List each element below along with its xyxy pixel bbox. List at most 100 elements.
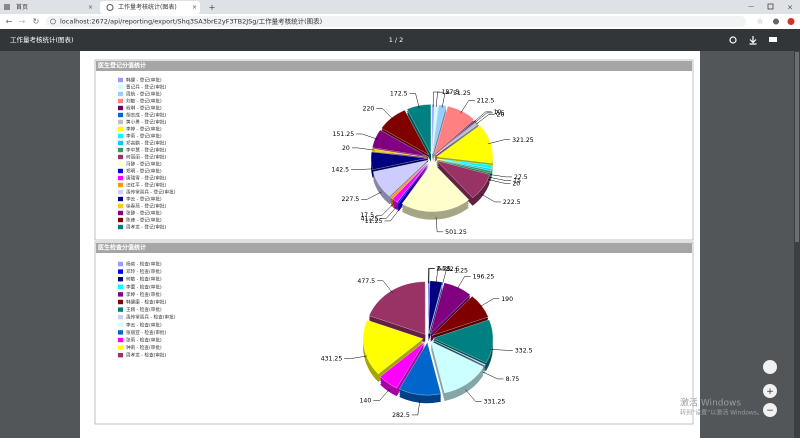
pie-slice	[397, 161, 430, 204]
bookmark-star[interactable]: ☆	[757, 18, 763, 26]
value-label: 20	[512, 180, 520, 187]
legend-swatch	[118, 182, 123, 188]
legend-swatch	[118, 161, 123, 167]
legend-swatch	[118, 217, 123, 223]
leader-line	[488, 176, 512, 181]
page-indicator: 1 / 2	[389, 36, 404, 44]
legend-label: 刘敏 - 登记(审批)	[126, 98, 162, 105]
leader-line	[377, 280, 393, 294]
leader-line	[376, 108, 394, 120]
legend-label: 徐春燕 - 登记(审批)	[126, 203, 167, 210]
legend-label: 陈峰 - 登记(审批)	[126, 217, 162, 224]
leader-line	[480, 193, 501, 203]
value-label: 142.5	[331, 167, 349, 174]
new-tab[interactable]: +	[209, 3, 216, 12]
legend-label: 周孝龙 - 检查(审批)	[126, 352, 167, 359]
leader-line	[409, 93, 420, 109]
reload-button[interactable]: ↻	[33, 17, 40, 26]
value-label: 332.5	[515, 347, 533, 354]
pie-slice	[370, 151, 428, 170]
legend-label: 邓玲 - 检查(审批)	[126, 268, 162, 275]
legend-swatch	[118, 292, 123, 297]
leader-line	[473, 111, 492, 123]
legend-swatch	[118, 84, 123, 90]
tab[interactable]	[0, 1, 96, 14]
legend-swatch	[118, 307, 123, 312]
value-label: 20	[342, 145, 350, 152]
leader-line	[428, 268, 436, 284]
legend-swatch	[118, 119, 123, 125]
legend-label: 李云 - 登记(审批)	[126, 196, 162, 203]
maximize[interactable]	[767, 3, 774, 10]
tab-close[interactable]: ×	[88, 4, 93, 11]
legend-swatch	[118, 196, 123, 202]
legend-label: 汪红平 - 登记(审批)	[126, 182, 167, 189]
legend-label: 杨奕 - 检查(审批)	[126, 261, 162, 268]
fit-button[interactable]	[763, 360, 777, 374]
back-button[interactable]: ←	[6, 17, 13, 26]
scrollbar-thumb[interactable]	[795, 52, 799, 242]
leader-line	[436, 91, 444, 107]
close-window[interactable]: ×	[787, 4, 793, 12]
legend-swatch	[118, 147, 123, 153]
legend-swatch	[118, 105, 123, 111]
legend-label: 李婷 - 检查(审批)	[126, 291, 162, 298]
legend-swatch	[118, 269, 123, 274]
print-button[interactable]	[769, 37, 777, 42]
legend-label: 张丽亚 - 检查(审批)	[126, 329, 167, 336]
value-label: 20	[497, 112, 505, 119]
value-label: 8.75	[506, 376, 520, 383]
value-label: 227.5	[341, 196, 359, 203]
pie-slice	[373, 159, 429, 197]
leader-line	[344, 355, 368, 359]
legend-label: 禹传常晋兵 - 检查(审批)	[126, 314, 176, 321]
legend-label: 冯静 - 登记(审批)	[126, 161, 162, 168]
legend-swatch	[118, 133, 123, 139]
value-label: 190	[501, 296, 513, 303]
menu[interactable]	[787, 18, 795, 25]
legend-swatch	[118, 330, 123, 335]
value-label: 172.5	[390, 91, 408, 98]
leader-line	[435, 268, 444, 284]
leader-line	[465, 389, 482, 402]
legend-label: 黄小勇 - 登记(审批)	[126, 119, 167, 126]
value-label: 282.5	[392, 412, 410, 419]
download-button[interactable]	[749, 36, 757, 45]
leader-line	[380, 206, 397, 219]
tab-icon	[4, 4, 10, 10]
info-icon[interactable]	[50, 18, 56, 25]
tab-active[interactable]	[100, 1, 200, 14]
profile[interactable]	[773, 18, 779, 25]
zoom-in-button[interactable]	[763, 384, 777, 398]
legend-label: 胡志成 - 登记(审批)	[126, 112, 167, 119]
legend-swatch	[118, 210, 123, 216]
legend-swatch	[118, 175, 123, 181]
pie-slice	[399, 341, 442, 396]
address-bar[interactable]	[46, 16, 746, 27]
leader-line	[441, 92, 452, 108]
zoom-out-button[interactable]	[763, 403, 777, 417]
leader-line	[488, 179, 511, 184]
zoom-out-icon: −	[766, 406, 774, 416]
value-label: 477.5	[357, 278, 375, 285]
forward-button[interactable]: →	[19, 17, 26, 26]
legend-label: 程琳 - 登记(审批)	[126, 105, 162, 112]
value-label: 51.25	[453, 90, 471, 97]
leader-line	[460, 100, 475, 114]
legend-swatch	[118, 353, 123, 358]
rotate-button[interactable]	[729, 36, 737, 44]
legend-label: 韩健 - 登记(审批)	[126, 77, 162, 84]
legend-label: 张静 - 登记(审批)	[126, 210, 162, 217]
legend-label: 郑明 - 登记(审批)	[126, 168, 162, 175]
tab-close[interactable]: ×	[192, 4, 197, 11]
slice-side	[432, 106, 447, 156]
leader-line	[376, 204, 394, 216]
minimize[interactable]: —	[748, 4, 754, 11]
panel-header	[96, 243, 692, 253]
leader-line	[351, 168, 374, 170]
chart-title: 医生检查分值统计	[98, 244, 146, 252]
pie-slice	[362, 319, 424, 375]
leader-line	[482, 371, 504, 380]
legend-swatch	[118, 299, 123, 305]
